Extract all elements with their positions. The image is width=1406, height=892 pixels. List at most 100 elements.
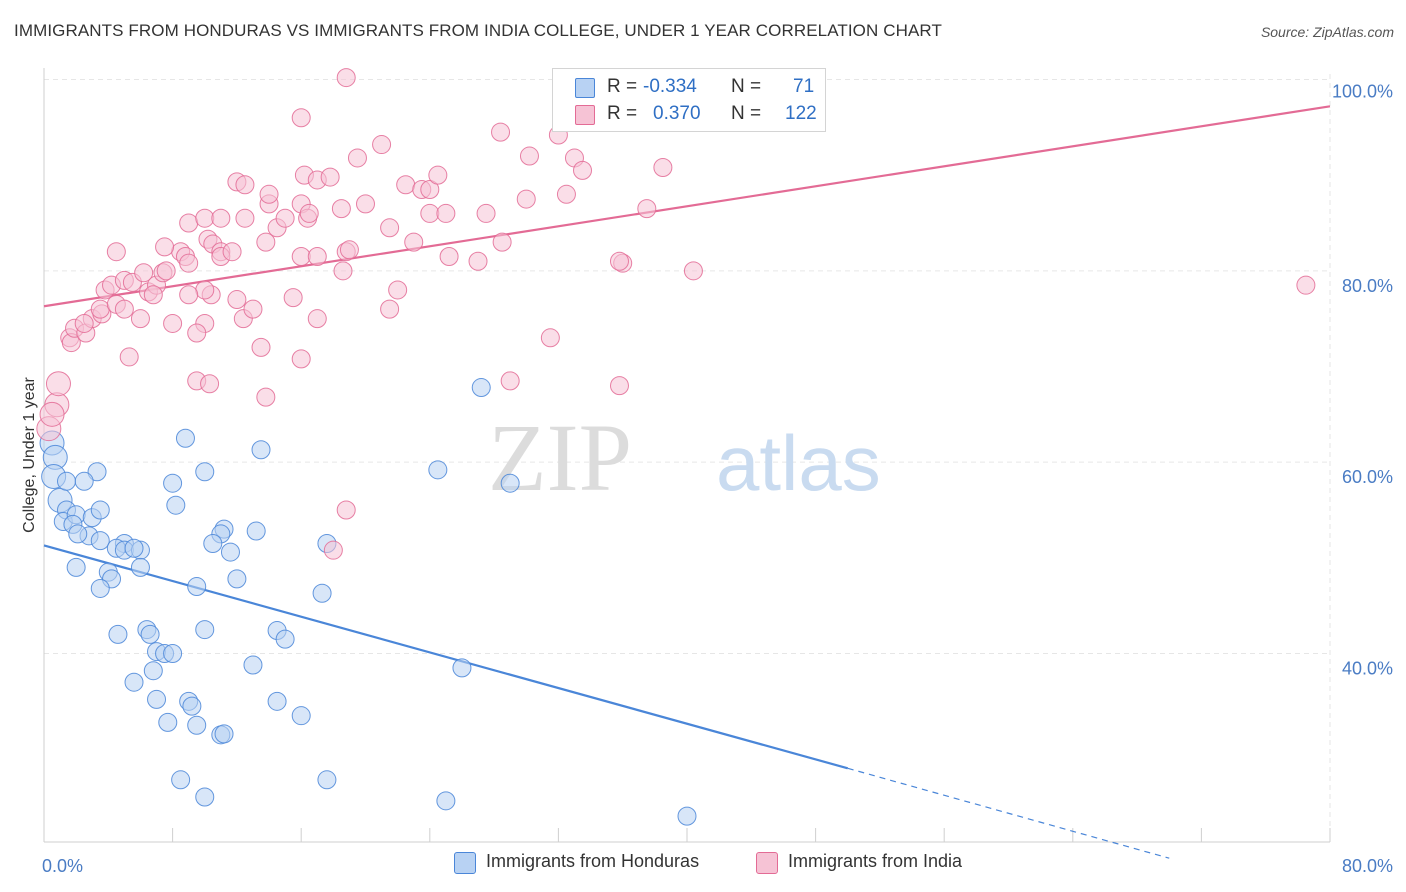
chart-title: IMMIGRANTS FROM HONDURAS VS IMMIGRANTS F… [14,21,942,40]
x-tick-label: 80.0% [1342,856,1393,876]
point-india [336,500,356,520]
point-india [492,232,512,252]
point-india [179,253,199,273]
point-honduras [90,578,110,598]
point-honduras [195,787,215,807]
point-honduras [203,533,223,553]
legend-r-value: -0.334 [643,76,697,97]
bottom-legend-label: Immigrants from Honduras [486,851,700,871]
point-honduras [143,661,163,681]
point-honduras [227,569,247,589]
point-honduras [163,473,183,493]
point-india [439,246,459,266]
point-india [556,184,576,204]
point-india [179,285,199,305]
point-india [436,203,456,223]
point-honduras [677,806,697,826]
point-india [1296,275,1316,295]
legend-row-honduras: R = -0.334 N = 71 [575,76,825,100]
point-honduras [317,770,337,790]
point-honduras [158,712,178,732]
point-honduras [124,538,144,558]
point-india [275,208,295,228]
point-india [320,167,340,187]
point-india [90,299,110,319]
point-india [45,371,71,397]
point-india [291,349,311,369]
point-honduras [246,521,266,541]
watermark: ZIP atlas [488,404,881,511]
point-honduras [166,495,186,515]
legend-r-value: 0.370 [653,103,701,124]
point-india [156,261,176,281]
point-india [573,160,593,180]
point-honduras [66,557,86,577]
point-india [251,337,271,357]
bottom-legend-swatch-blue [454,852,476,874]
point-india [491,122,511,142]
point-honduras [90,531,110,551]
point-india [380,299,400,319]
point-honduras [275,629,295,649]
point-honduras [220,542,240,562]
y-tick-label: 60.0% [1342,467,1393,487]
point-india [307,309,327,329]
point-india [155,237,175,257]
point-honduras [195,620,215,640]
point-india [256,387,276,407]
point-honduras [187,715,207,735]
point-honduras [214,724,234,744]
point-india [179,213,199,233]
point-india [106,242,126,262]
point-india [468,251,488,271]
point-honduras [312,583,332,603]
legend-n-label: N = [731,76,762,97]
point-honduras [428,460,448,480]
point-india [114,299,134,319]
point-india [307,246,327,266]
point-india [516,189,536,209]
point-honduras [90,500,110,520]
point-india [396,175,416,195]
point-india [637,199,657,219]
point-india [476,203,496,223]
point-honduras [124,672,144,692]
point-india [222,242,242,262]
legend-n-value: 122 [785,103,817,124]
point-india [388,280,408,300]
point-honduras [195,462,215,482]
legend-r-label: R = [607,76,638,97]
point-honduras [68,524,88,544]
watermark-zip: ZIP [488,404,632,511]
point-india [356,194,375,214]
point-honduras [147,689,167,709]
point-india [336,68,356,88]
point-honduras [251,440,271,460]
point-india [119,347,139,367]
point-india [256,232,276,252]
point-india [134,263,154,283]
point-india [331,199,351,219]
point-honduras [452,658,472,678]
trend-line-honduras [43,544,849,770]
legend-r-label: R = [607,103,638,124]
legend-row-india: R = 0.370 N = 122 [575,103,825,127]
point-india [299,203,319,223]
point-india [39,401,65,427]
point-india [243,299,263,319]
trend-line-honduras-extension [847,767,1170,859]
point-honduras [182,696,202,716]
chart-source: Source: ZipAtlas.com [1260,24,1394,40]
point-india [372,135,392,155]
point-india [195,208,215,228]
point-india [200,374,220,394]
point-india [143,285,163,305]
y-axis-label: College, Under 1 year [21,377,38,533]
point-honduras [57,471,77,491]
points-india [36,68,1316,560]
bottom-legend-label: Immigrants from India [788,851,963,871]
point-india [211,208,231,228]
point-honduras [471,378,491,398]
point-india [291,108,311,128]
